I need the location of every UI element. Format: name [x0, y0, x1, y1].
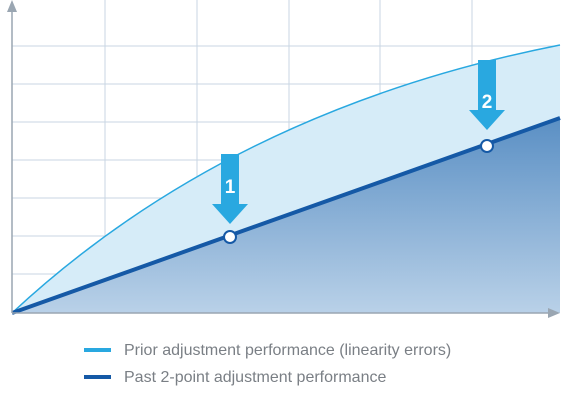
legend-text: Prior adjustment performance (linearity …	[124, 342, 451, 359]
point	[480, 139, 494, 153]
adjusted-line	[11, 116, 561, 315]
marker-label: 2	[482, 92, 493, 113]
prior-curve	[11, 44, 561, 314]
axes	[7, 0, 560, 318]
point	[223, 230, 237, 244]
legend-text: Past 2-point adjustment performance	[124, 369, 386, 386]
legend: Prior adjustment performance (linearity …	[84, 342, 451, 386]
error-area	[12, 45, 560, 313]
arrow-2: 2	[469, 60, 505, 130]
marker-label: 1	[225, 177, 236, 198]
arrow-1: 1	[212, 154, 248, 224]
